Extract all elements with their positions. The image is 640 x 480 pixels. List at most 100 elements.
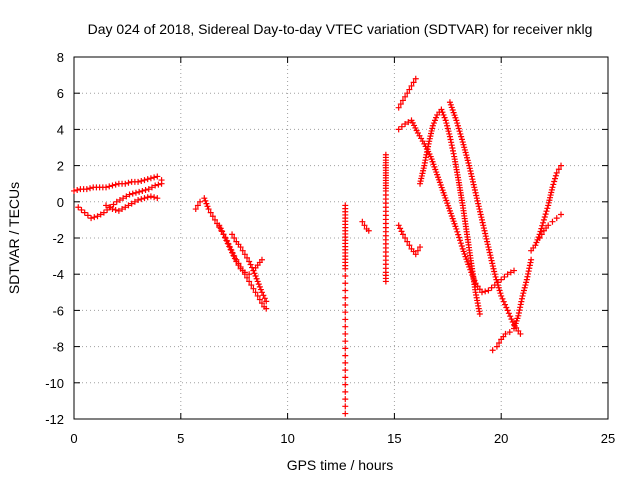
data-point-arc1-lower bbox=[94, 213, 101, 220]
data-point-arc2 bbox=[207, 209, 214, 216]
y-tick-label: -4 bbox=[52, 267, 64, 282]
data-point-arc5-upper bbox=[457, 240, 464, 247]
data-point-arc5-lower bbox=[397, 225, 404, 232]
data-point-arc1-mid bbox=[115, 207, 122, 214]
data-point-arc2-b bbox=[258, 256, 265, 263]
data-point-arc7 bbox=[482, 230, 489, 237]
data-point-arc5-rise bbox=[404, 90, 411, 97]
data-point-arc5-upper bbox=[504, 271, 511, 278]
data-point-arc5-lower bbox=[412, 251, 419, 258]
data-point-arc9 bbox=[552, 172, 559, 179]
data-point-arc1-upper bbox=[74, 187, 81, 194]
data-point-arc2-b bbox=[226, 243, 233, 250]
data-point-outliers bbox=[342, 403, 349, 410]
data-point-arc7 bbox=[504, 307, 511, 314]
data-point-arc1-lower bbox=[120, 195, 127, 202]
data-point-arc2-c bbox=[255, 281, 262, 288]
y-tick-label: 2 bbox=[57, 159, 64, 174]
data-point-arc7 bbox=[455, 125, 462, 132]
data-point-arc1-upper bbox=[83, 186, 90, 193]
data-point-arc8 bbox=[525, 268, 532, 275]
data-point-arc6 bbox=[446, 130, 453, 137]
data-point-arc7 bbox=[498, 292, 505, 299]
data-point-arc7 bbox=[488, 257, 495, 264]
data-point-arc1-lower bbox=[84, 212, 91, 219]
data-point-arc3 bbox=[361, 222, 368, 229]
data-point-arc1-lower bbox=[110, 201, 117, 208]
data-point-arc1-lower bbox=[145, 186, 152, 193]
data-point-arc2-b bbox=[233, 258, 240, 265]
data-point-arc7 bbox=[487, 254, 494, 261]
data-point-arc7 bbox=[458, 136, 465, 143]
data-point-arc6 bbox=[440, 111, 447, 118]
data-point-arc2-c bbox=[250, 267, 257, 274]
data-point-arc8 bbox=[493, 343, 500, 350]
data-point-arc7 bbox=[463, 152, 470, 159]
data-point-arc2-c bbox=[260, 292, 267, 299]
data-point-arc7 bbox=[473, 195, 480, 202]
data-point-arc2 bbox=[203, 200, 210, 207]
data-point-arc2 bbox=[209, 213, 216, 220]
data-point-arc1-lower bbox=[148, 184, 155, 191]
data-point-arc8 bbox=[517, 301, 524, 308]
data-point-arc5-upper bbox=[455, 231, 462, 238]
data-point-arc8 bbox=[520, 287, 527, 294]
data-point-arc1-lower bbox=[152, 182, 159, 189]
data-point-outliers bbox=[342, 330, 349, 337]
data-point-arc5-upper bbox=[511, 267, 518, 274]
data-point-arc7 bbox=[497, 290, 504, 297]
data-point-arc2 bbox=[258, 300, 265, 307]
data-point-arc8 bbox=[523, 276, 530, 283]
data-point-arc2 bbox=[256, 296, 263, 303]
data-point-arc5-rise bbox=[395, 104, 402, 111]
data-point-arc9-b bbox=[558, 211, 565, 218]
data-point-arc8 bbox=[525, 270, 532, 277]
x-axis: 0 5 10 15 20 25 bbox=[70, 57, 615, 446]
data-point-arc1-lower bbox=[100, 209, 107, 216]
data-point-arc9 bbox=[532, 242, 539, 249]
data-point-outliers bbox=[342, 388, 349, 395]
data-point-outliers bbox=[342, 374, 349, 381]
data-point-arc7 bbox=[456, 128, 463, 135]
data-point-arc1-mid bbox=[109, 206, 116, 213]
data-point-arc9 bbox=[542, 211, 549, 218]
data-point-arc7 bbox=[466, 162, 473, 169]
data-point-arc9-b bbox=[538, 231, 545, 238]
y-tick-label: 4 bbox=[57, 122, 64, 137]
data-point-arc7 bbox=[453, 117, 460, 124]
data-point-arc8 bbox=[517, 304, 524, 311]
data-point-arc7 bbox=[477, 211, 484, 218]
data-point-arc5-upper bbox=[474, 283, 481, 290]
data-point-arc2-c bbox=[247, 261, 254, 268]
data-point-outliers bbox=[342, 287, 349, 294]
data-point-arc2-b bbox=[237, 265, 244, 272]
data-point-arc1-lower bbox=[142, 187, 149, 194]
data-point-arc9-b bbox=[545, 222, 552, 229]
data-point-arc5-rise bbox=[408, 82, 415, 89]
x-tick-label: 0 bbox=[70, 431, 77, 446]
data-point-arc5-lower bbox=[414, 247, 421, 254]
data-point-arc9 bbox=[544, 205, 551, 212]
data-point-arc7 bbox=[486, 249, 493, 256]
data-point-arc1-lower bbox=[155, 181, 162, 188]
data-point-arc6 bbox=[446, 133, 453, 140]
data-point-arc7 bbox=[473, 192, 480, 199]
data-point-arc7 bbox=[489, 260, 496, 267]
data-point-arc2-c bbox=[256, 283, 263, 290]
data-point-arc2-b bbox=[221, 234, 228, 241]
data-point-arc1-mid bbox=[106, 204, 113, 211]
data-point-arc7 bbox=[489, 263, 496, 270]
data-point-arc1-lower bbox=[81, 209, 88, 216]
data-point-arc8 bbox=[527, 259, 534, 266]
data-point-arc1-lower bbox=[139, 187, 146, 194]
data-point-arc8 bbox=[516, 307, 523, 314]
data-point-arc7 bbox=[515, 327, 522, 334]
data-point-arc7 bbox=[481, 227, 488, 234]
data-point-arc5-lower bbox=[404, 238, 411, 245]
data-point-outliers bbox=[342, 316, 349, 323]
data-point-arc2-b bbox=[216, 222, 223, 229]
data-point-arc1-upper bbox=[71, 187, 77, 194]
data-point-arc7 bbox=[492, 273, 499, 280]
data-point-arc6 bbox=[449, 145, 456, 152]
data-point-arc8 bbox=[506, 329, 513, 336]
